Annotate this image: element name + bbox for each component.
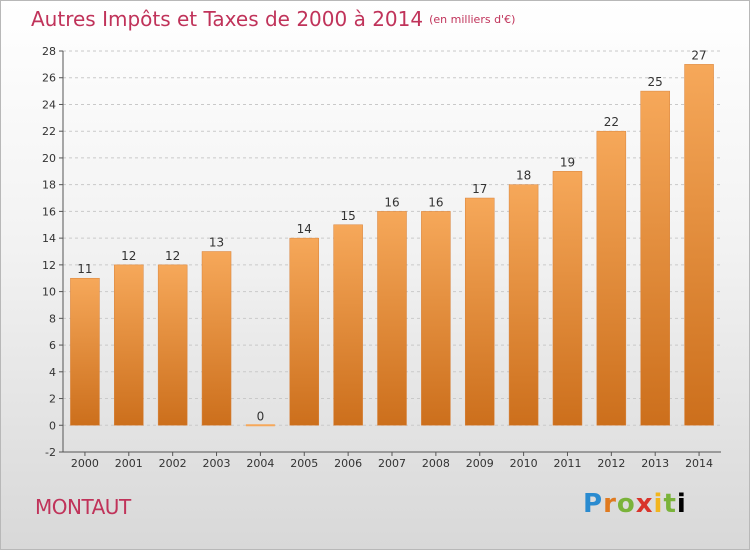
logo-letter: r: [603, 489, 617, 519]
x-tick-label: 2002: [159, 457, 187, 470]
bar: [684, 64, 714, 426]
x-tick-label: 2006: [334, 457, 362, 470]
commune-name: MONTAUT: [35, 495, 131, 519]
bar: [157, 264, 188, 426]
y-tick-label: 20: [42, 152, 56, 165]
x-tick-label: 2012: [597, 457, 625, 470]
y-tick-label: 22: [42, 125, 56, 138]
bar: [377, 211, 407, 426]
y-tick-label: 4: [49, 366, 56, 379]
bar: [508, 184, 539, 426]
x-tick-label: 2010: [510, 457, 538, 470]
bar: [201, 251, 232, 426]
logo-letter: i: [653, 489, 664, 519]
chart-title: Autres Impôts et Taxes de 2000 à 2014 (en…: [31, 7, 515, 31]
x-tick-label: 2007: [378, 457, 406, 470]
data-label: 13: [209, 236, 224, 250]
y-tick-label: 10: [42, 286, 56, 299]
data-label: 16: [384, 195, 399, 209]
y-tick-label: 24: [42, 98, 56, 111]
bar: [464, 197, 495, 426]
y-tick-label: 12: [42, 259, 56, 272]
x-tick-label: 2011: [553, 457, 581, 470]
data-label: 27: [691, 48, 706, 62]
bars: [70, 64, 714, 427]
y-tick-label: 26: [42, 72, 56, 85]
data-label: 14: [297, 222, 312, 236]
data-label: 25: [648, 75, 663, 89]
data-label: 19: [560, 155, 575, 169]
x-tick-label: 2013: [641, 457, 669, 470]
y-tick-label: 14: [42, 232, 56, 245]
y-tick-label: 6: [49, 339, 56, 352]
data-label: 11: [77, 262, 92, 276]
logo-letter: x: [635, 489, 654, 519]
bar: [333, 224, 363, 426]
chart-unit-label: (en milliers d'€): [429, 13, 516, 26]
y-tick-label: 0: [49, 419, 56, 432]
x-tick-label: 2005: [290, 457, 318, 470]
data-label: 0: [257, 409, 265, 423]
bar: [245, 424, 275, 427]
x-tick-label: 2014: [685, 457, 713, 470]
x-tick-label: 2003: [203, 457, 231, 470]
data-label: 22: [604, 115, 619, 129]
chart-title-text: Autres Impôts et Taxes de 2000 à 2014: [31, 7, 424, 31]
x-tick-label: 2009: [466, 457, 494, 470]
logo-letter: o: [616, 489, 636, 519]
x-tick-label: 2004: [246, 457, 274, 470]
x-tick-label: 2008: [422, 457, 450, 470]
bar: [421, 211, 451, 426]
x-tick-label: 2000: [71, 457, 99, 470]
y-tick-label: 8: [49, 312, 56, 325]
data-label: 18: [516, 169, 531, 183]
y-tick-label: 28: [42, 45, 56, 58]
data-labels: 11 12 12 13 0 14 15 16 16 17 18 19 22 25 27: [77, 48, 706, 423]
y-tick-label: -2: [45, 446, 56, 459]
data-label: 17: [472, 182, 487, 196]
logo-letter: i: [676, 489, 687, 519]
bar: [289, 237, 320, 426]
data-label: 12: [121, 249, 136, 263]
bar: [114, 264, 144, 426]
y-tick-label: 16: [42, 205, 56, 218]
logo-letter: P: [583, 489, 604, 519]
bar: [640, 90, 670, 426]
x-tick-label: 2001: [115, 457, 143, 470]
data-label: 15: [340, 209, 355, 223]
data-label: 12: [165, 249, 180, 263]
y-tick-label: 2: [49, 393, 56, 406]
logo-letter: t: [663, 489, 677, 519]
y-tick-label: 18: [42, 179, 56, 192]
bar: [552, 171, 583, 426]
bar: [70, 277, 100, 426]
data-label: 16: [428, 195, 443, 209]
proxiti-logo: Proxiti: [583, 489, 687, 519]
bar: [596, 130, 627, 426]
